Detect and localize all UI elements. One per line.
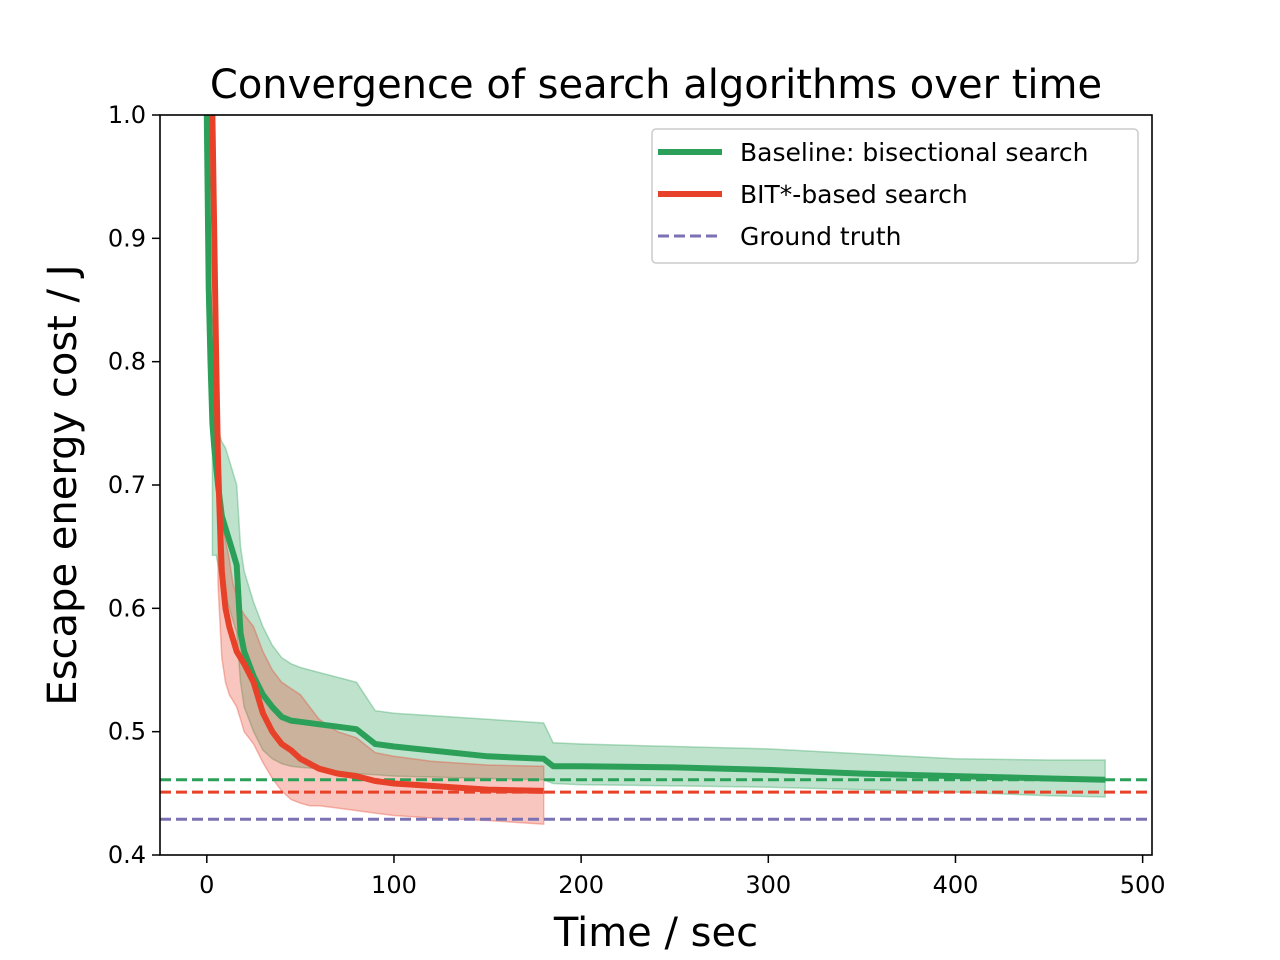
x-tick-label-2: 200 (558, 871, 604, 899)
x-tick-label-5: 500 (1120, 871, 1166, 899)
y-axis-label: Escape energy cost / J (40, 264, 86, 705)
x-axis-label: Time / sec (553, 910, 758, 956)
y-tick-label-0: 0.4 (108, 841, 146, 869)
chart-title: Convergence of search algorithms over ti… (210, 62, 1102, 108)
y-tick-label-3: 0.7 (108, 471, 146, 499)
legend-label-1: BIT*-based search (740, 180, 968, 209)
legend-label-2: Ground truth (740, 222, 901, 251)
y-tick-label-1: 0.5 (108, 718, 146, 746)
legend: Baseline: bisectional search BIT*-based s… (651, 128, 1139, 264)
series-band-1 (217, 497, 545, 826)
legend-frame (651, 128, 1139, 264)
x-tick-label-3: 300 (745, 871, 791, 899)
x-axis-ticks: 0 100 200 300 400 500 (199, 855, 1166, 899)
y-tick-label-6: 1.0 (108, 101, 146, 129)
y-axis-ticks: 0.4 0.5 0.6 0.7 0.8 0.9 1.0 (108, 101, 160, 869)
y-tick-label-2: 0.6 (108, 594, 146, 622)
series-line-1 (209, 115, 544, 794)
x-tick-label-0: 0 (199, 871, 214, 899)
confidence-bands (211, 422, 1106, 826)
x-tick-label-4: 400 (933, 871, 979, 899)
series-lines (160, 115, 1152, 821)
legend-label-0: Baseline: bisectional search (740, 138, 1088, 167)
y-tick-label-5: 0.9 (108, 224, 146, 252)
x-tick-label-1: 100 (371, 871, 417, 899)
y-tick-label-4: 0.8 (108, 348, 146, 376)
